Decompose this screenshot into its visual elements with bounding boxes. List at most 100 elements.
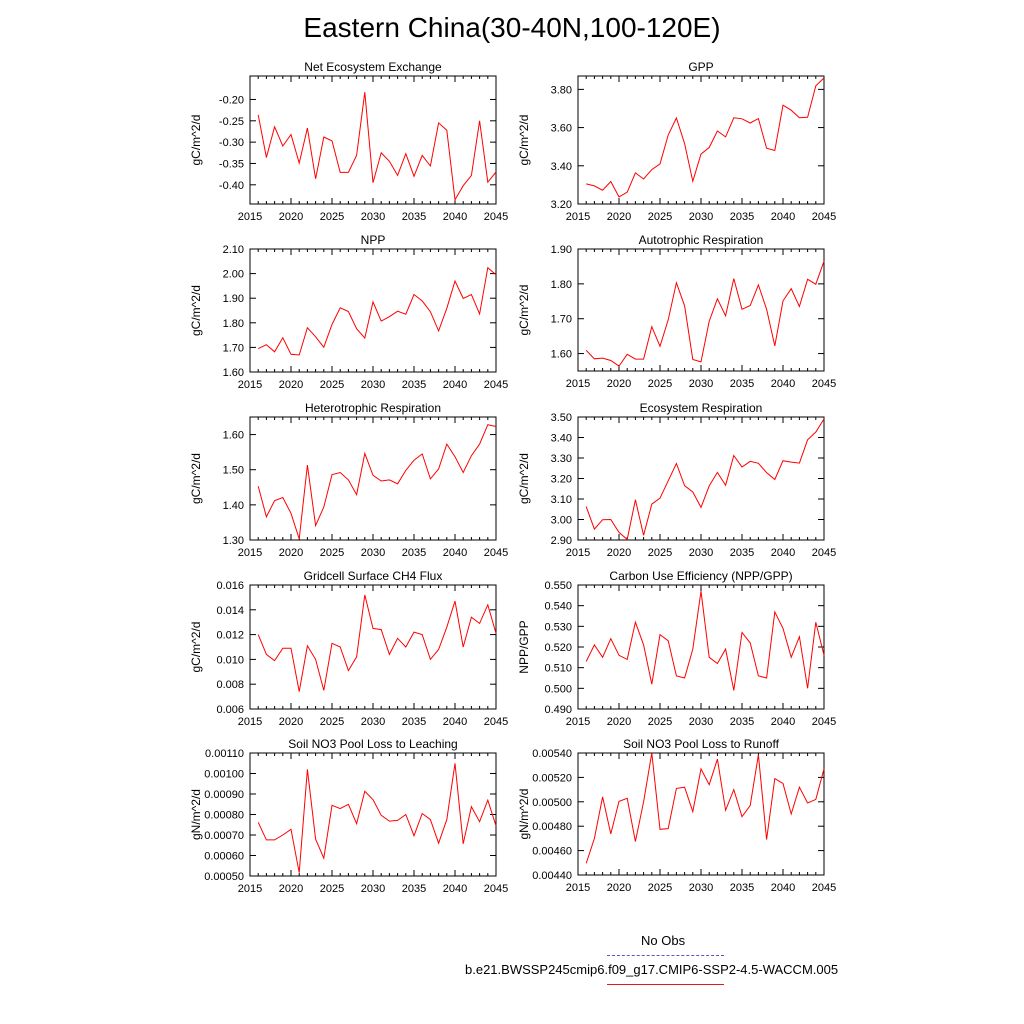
- chart-title: Net Ecosystem Exchange: [304, 60, 442, 74]
- y-tick-label: 1.50: [223, 465, 244, 477]
- y-tick-label: 3.80: [551, 84, 572, 96]
- x-tick-label: 2015: [566, 882, 590, 894]
- x-tick-label: 2045: [812, 716, 836, 728]
- y-axis-label: gC/m^2/d: [517, 453, 531, 504]
- x-tick-label: 2030: [689, 547, 713, 559]
- y-tick-label: 1.60: [223, 430, 244, 442]
- y-axis-label: NPP/GPP: [517, 620, 531, 673]
- series-line: [585, 591, 825, 691]
- plot-frame: [249, 584, 497, 710]
- x-tick-label: 2035: [402, 547, 426, 559]
- x-tick-label: 2045: [484, 883, 508, 895]
- y-tick-label: 1.70: [551, 314, 572, 326]
- y-tick-label: 3.10: [551, 494, 572, 506]
- legend-model-label: b.e21.BWSSP245cmip6.f09_g17.CMIP6-SSP2-4…: [465, 962, 839, 977]
- chart-title: Soil NO3 Pool Loss to Leaching: [288, 737, 457, 751]
- chart-panel-2: NPP gC/m^2/d 2015 2020 2025 2030 2035 2040 2045 1…: [189, 233, 508, 391]
- y-tick-label: 0.00540: [532, 748, 572, 760]
- y-tick-label: 0.006: [216, 704, 244, 716]
- x-tick-label: 2020: [279, 716, 303, 728]
- y-tick-label: 0.490: [544, 704, 572, 716]
- series-line: [257, 594, 497, 692]
- plot-frame: [577, 416, 825, 541]
- x-tick-label: 2045: [812, 378, 836, 390]
- y-tick-label: 0.00050: [204, 871, 244, 883]
- x-tick-label: 2035: [730, 882, 754, 894]
- chart-panel-6: Gridcell Surface CH4 Flux gC/m^2/d 2015 202…: [189, 569, 508, 728]
- plot-frame: [249, 752, 497, 877]
- x-tick-label: 2045: [812, 211, 836, 223]
- x-tick-label: 2025: [648, 882, 672, 894]
- x-tick-label: 2015: [238, 379, 262, 391]
- x-tick-label: 2015: [238, 716, 262, 728]
- y-tick-label: 2.10: [223, 244, 244, 256]
- series-line: [586, 77, 825, 198]
- x-tick-label: 2015: [238, 883, 262, 895]
- x-tick-label: 2035: [730, 378, 754, 390]
- y-tick-label: 3.40: [551, 433, 572, 445]
- y-tick-label: 0.510: [544, 663, 572, 675]
- y-tick-label: 0.00520: [532, 772, 572, 784]
- y-tick-label: 3.20: [551, 474, 572, 486]
- x-tick-label: 2015: [238, 547, 262, 559]
- chart-title: GPP: [688, 60, 713, 74]
- y-tick-label: 1.80: [223, 318, 244, 330]
- y-tick-label: 2.90: [551, 535, 572, 547]
- x-tick-label: 2020: [607, 547, 631, 559]
- x-tick-label: 2045: [484, 547, 508, 559]
- y-axis-label: gC/m^2/d: [189, 622, 203, 673]
- y-axis-label: gC/m^2/d: [517, 115, 531, 166]
- x-tick-label: 2040: [443, 716, 467, 728]
- x-tick-label: 2030: [361, 716, 385, 728]
- x-tick-label: 2025: [648, 211, 672, 223]
- y-tick-label: 3.20: [551, 199, 572, 211]
- y-tick-label: 0.500: [544, 683, 572, 695]
- y-tick-label: -0.30: [219, 137, 244, 149]
- y-tick-label: 0.520: [544, 642, 572, 654]
- series-line: [257, 92, 497, 202]
- y-tick-label: -0.25: [219, 116, 244, 128]
- y-tick-label: 0.00480: [532, 821, 572, 833]
- x-tick-label: 2035: [402, 211, 426, 223]
- y-tick-label: 0.00110: [205, 748, 244, 760]
- chart-panel-1: GPP gC/m^2/d 2015 2020 2025 2030 2035 2040 2045 3…: [517, 60, 836, 223]
- x-tick-label: 2045: [484, 379, 508, 391]
- y-tick-label: 1.60: [551, 349, 572, 361]
- y-tick-label: 1.90: [551, 244, 572, 256]
- y-tick-label: 0.00460: [532, 846, 572, 858]
- x-tick-label: 2040: [771, 882, 795, 894]
- y-tick-label: 0.530: [544, 621, 572, 633]
- chart-panel-8: Soil NO3 Pool Loss to Leaching gN/m^2/d 20…: [189, 737, 508, 895]
- plot-frame: [577, 248, 825, 372]
- y-tick-label: 1.30: [223, 535, 244, 547]
- x-tick-label: 2030: [689, 882, 713, 894]
- y-tick-label: 1.90: [223, 293, 244, 305]
- plot-frame: [249, 248, 497, 373]
- x-tick-label: 2015: [566, 211, 590, 223]
- x-tick-label: 2040: [771, 378, 795, 390]
- series-line: [585, 261, 825, 367]
- chart-title: Heterotrophic Respiration: [305, 401, 441, 415]
- x-tick-label: 2045: [812, 882, 836, 894]
- chart-panel-4: Heterotrophic Respiration gC/m^2/d 2015 202…: [189, 401, 508, 559]
- x-tick-label: 2020: [607, 882, 631, 894]
- chart-panel-5: Ecosystem Respiration gC/m^2/d 2015 2020 202…: [517, 401, 836, 559]
- y-tick-label: 0.00070: [204, 830, 244, 842]
- x-tick-label: 2015: [566, 547, 590, 559]
- x-tick-label: 2040: [443, 379, 467, 391]
- x-tick-label: 2040: [771, 211, 795, 223]
- x-tick-label: 2020: [607, 378, 631, 390]
- y-tick-label: 0.00500: [532, 797, 572, 809]
- x-tick-label: 2025: [320, 547, 344, 559]
- y-tick-label: 3.30: [551, 453, 572, 465]
- y-tick-label: 1.60: [223, 367, 244, 379]
- chart-title: Ecosystem Respiration: [640, 401, 763, 415]
- x-tick-label: 2040: [443, 211, 467, 223]
- x-tick-label: 2035: [730, 716, 754, 728]
- series-line: [585, 418, 825, 541]
- y-tick-label: 1.40: [223, 500, 244, 512]
- y-tick-label: 0.014: [216, 605, 244, 617]
- x-tick-label: 2045: [484, 211, 508, 223]
- y-axis-label: gC/m^2/d: [189, 285, 203, 336]
- x-tick-label: 2030: [361, 883, 385, 895]
